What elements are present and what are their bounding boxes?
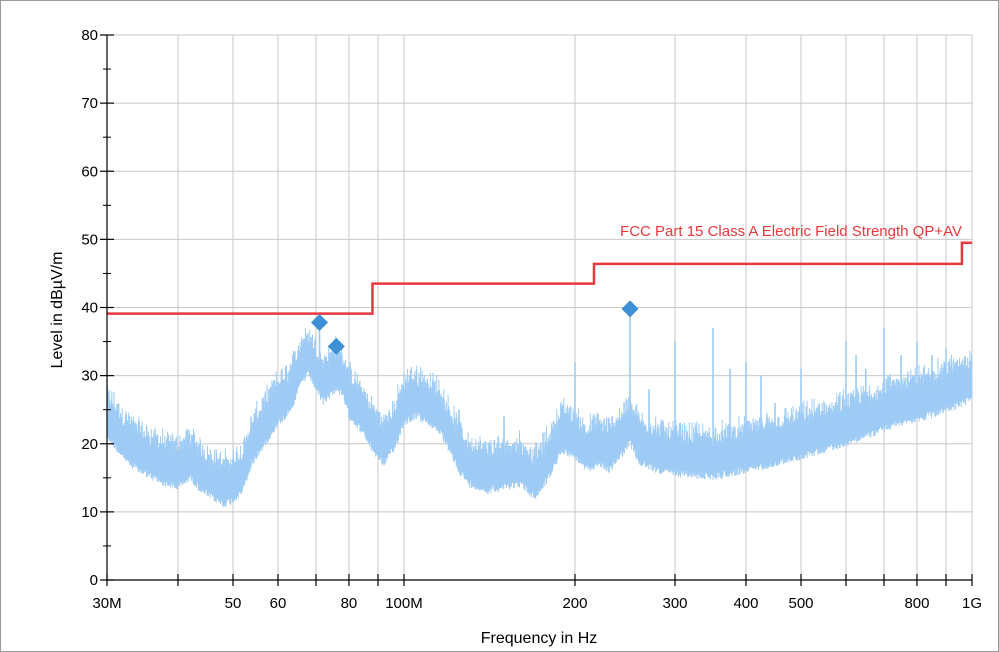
y-tick-label: 0 <box>90 572 98 589</box>
x-tick-label: 50 <box>225 595 242 612</box>
peak-marker <box>311 313 329 331</box>
y-tick-label: 40 <box>81 300 98 317</box>
y-tick-label: 50 <box>81 231 98 248</box>
y-tick-label: 70 <box>81 95 98 112</box>
y-tick-label: 60 <box>81 163 98 180</box>
x-tick-label: 200 <box>562 595 587 612</box>
axes <box>100 34 973 586</box>
limit-line-label: FCC Part 15 Class A Electric Field Stren… <box>620 223 962 240</box>
y-tick-label: 80 <box>81 27 98 44</box>
x-tick-label: 80 <box>341 595 358 612</box>
x-axis-label: Frequency in Hz <box>481 630 598 647</box>
y-tick-label: 20 <box>81 436 98 453</box>
limit-line-group <box>107 241 972 315</box>
spectrum-trace <box>106 310 973 508</box>
peak-marker <box>621 300 639 318</box>
marker-group <box>311 300 639 355</box>
x-tick-label: 1G <box>962 595 982 612</box>
x-tick-label: 800 <box>904 595 929 612</box>
y-axis-label: Level in dBµV/m <box>49 252 66 369</box>
x-tick-label: 300 <box>662 595 687 612</box>
x-tick-label: 500 <box>788 595 813 612</box>
x-tick-label: 100M <box>385 595 423 612</box>
tick-labels: 0 10 20 30 40 50 60 70 80 30M 50 60 80 100M 200 300 400 5… <box>81 27 982 612</box>
y-tick-label: 30 <box>81 368 98 385</box>
peak-marker <box>327 337 345 355</box>
x-tick-label: 60 <box>270 595 287 612</box>
spectrum-noise <box>106 327 973 508</box>
y-tick-label: 10 <box>81 504 98 521</box>
limit-line <box>107 241 972 315</box>
x-tick-label: 30M <box>92 595 121 612</box>
x-tick-label: 400 <box>733 595 758 612</box>
